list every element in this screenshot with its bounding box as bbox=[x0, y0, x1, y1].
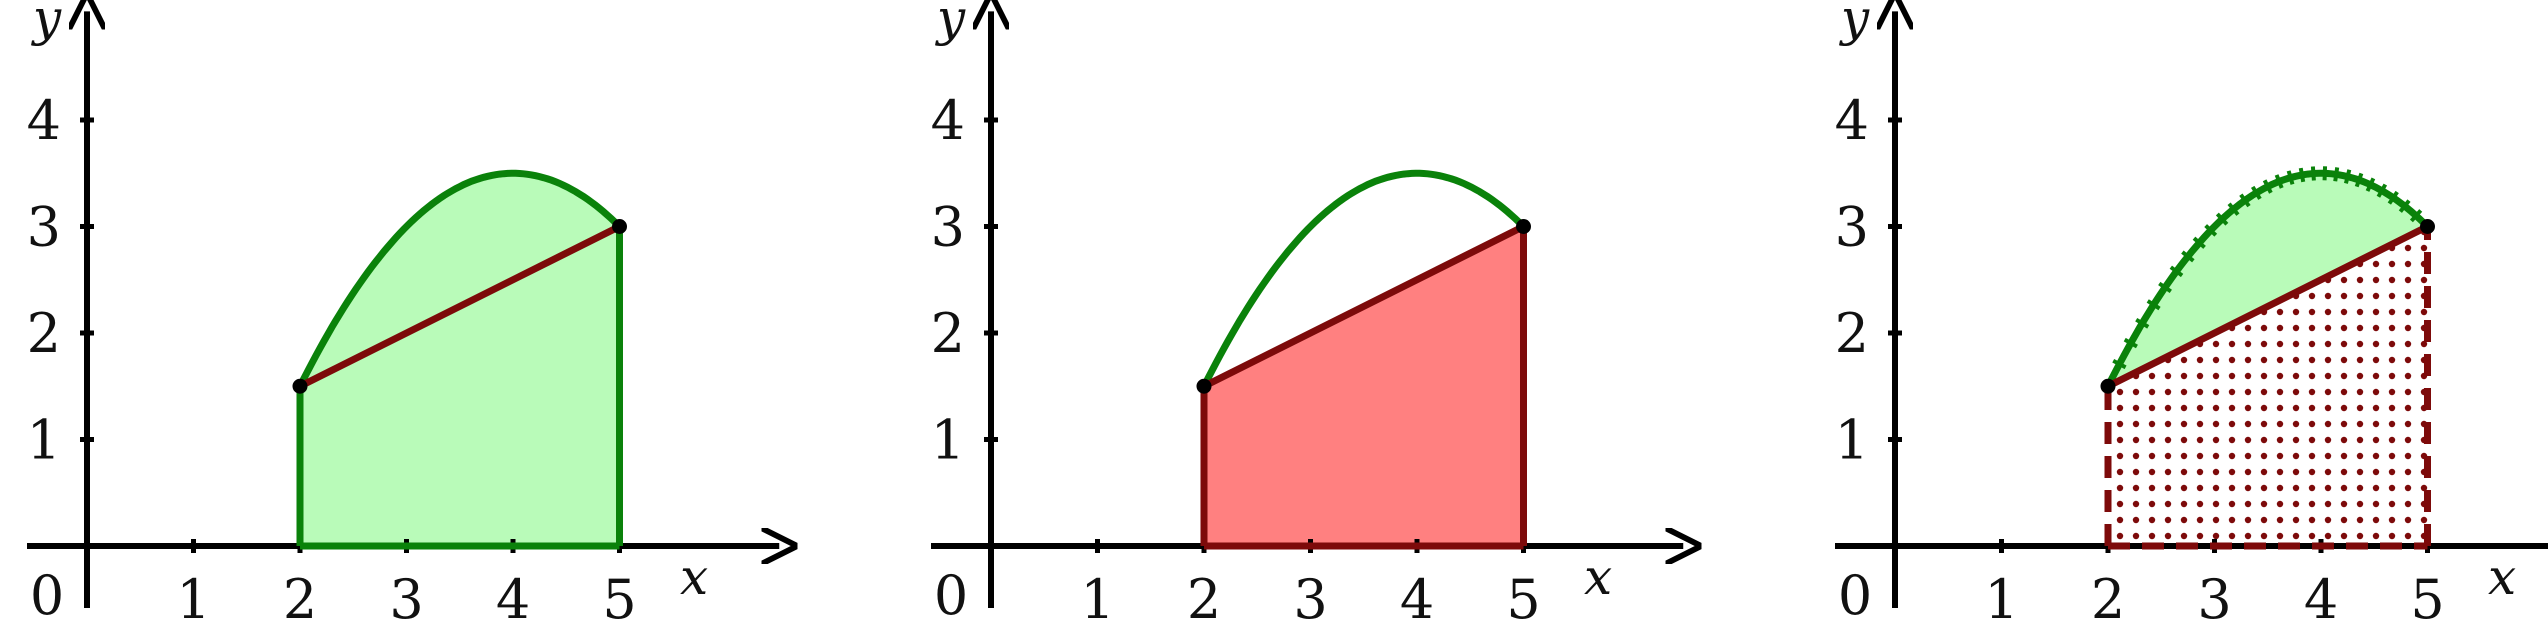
x-tick-label: 3 bbox=[1293, 568, 1327, 631]
panel-trapezoid-under-chord: 1 2 3 4 5 1 2 3 4 0 x y bbox=[931, 0, 1684, 631]
curve-hatch bbox=[2158, 281, 2172, 294]
y-tick-label: 1 bbox=[1835, 409, 1869, 472]
curve-hatch bbox=[2239, 193, 2251, 208]
curve-hatch bbox=[2310, 166, 2316, 181]
x-axis-label: x bbox=[1584, 548, 1612, 606]
chord-line bbox=[2104, 223, 2431, 390]
curve-hatch bbox=[2250, 185, 2262, 200]
x-tick-label: 1 bbox=[1080, 568, 1114, 631]
y-tick-label: 2 bbox=[27, 302, 61, 365]
endpoint-dot bbox=[1516, 219, 1531, 234]
endpoint-dot bbox=[1196, 378, 1212, 394]
x-tick-label: 1 bbox=[176, 568, 210, 631]
x-tick-label: 5 bbox=[1506, 568, 1540, 631]
trapezoid-fill bbox=[1204, 226, 1524, 546]
curve bbox=[1200, 169, 1527, 390]
curve-hatch bbox=[2343, 169, 2352, 184]
y-tick-label: 3 bbox=[1835, 196, 1869, 259]
curve-hatch bbox=[2123, 337, 2138, 349]
x-tick-label: 2 bbox=[1187, 568, 1221, 631]
x-tick-label: 4 bbox=[496, 568, 530, 631]
trapezoid-dotted-fill bbox=[2108, 226, 2428, 546]
curve-hatch bbox=[2215, 212, 2229, 226]
curve-hatch bbox=[2169, 265, 2184, 278]
x-tick-label: 1 bbox=[1984, 568, 2018, 631]
y-tick-label: 4 bbox=[27, 89, 61, 152]
y-tick-label: 4 bbox=[931, 89, 965, 152]
endpoint-dot bbox=[292, 378, 308, 394]
curve-hatch bbox=[2387, 190, 2399, 205]
y-axis-label: y bbox=[31, 0, 62, 47]
y-axis-label: y bbox=[935, 0, 966, 47]
x-axis-label: x bbox=[680, 548, 708, 606]
x-tick-label: 2 bbox=[283, 568, 317, 631]
y-tick-label: 1 bbox=[27, 409, 61, 472]
y-tick-label: 3 bbox=[27, 196, 61, 259]
panel-area-under-curve: 1 2 3 4 5 1 2 3 4 0 x y bbox=[27, 0, 780, 631]
x-tick-label: 3 bbox=[2197, 568, 2231, 631]
curve-hatch bbox=[2398, 199, 2411, 213]
endpoint-dot bbox=[2100, 378, 2116, 394]
endpoint-dot bbox=[2420, 219, 2435, 234]
curve-hatch bbox=[2354, 172, 2364, 188]
curve-hatch bbox=[2146, 299, 2161, 311]
curve-hatch bbox=[2204, 224, 2218, 237]
curve-hatch bbox=[2376, 183, 2388, 198]
y-tick-label: 2 bbox=[1835, 302, 1869, 365]
curve-hatch bbox=[2192, 236, 2206, 249]
curve-hatch bbox=[2298, 167, 2306, 183]
curve-hatch bbox=[2227, 202, 2240, 216]
x-tick-label: 3 bbox=[389, 568, 423, 631]
origin-label: 0 bbox=[934, 564, 968, 627]
curve-hatch bbox=[2409, 209, 2423, 223]
x-tick-label: 4 bbox=[1400, 568, 1434, 631]
x-tick-label: 2 bbox=[2091, 568, 2125, 631]
curve-hatch bbox=[2274, 174, 2284, 189]
y-tick-label: 3 bbox=[931, 196, 965, 259]
error-region-fill bbox=[2108, 173, 2428, 387]
y-tick-label: 2 bbox=[931, 302, 965, 365]
y-tick-label: 4 bbox=[1835, 89, 1869, 152]
chord-line bbox=[296, 223, 623, 390]
x-axis-label: x bbox=[2488, 548, 2516, 606]
curve-hatch bbox=[2181, 250, 2195, 263]
origin-label: 0 bbox=[1838, 564, 1872, 627]
curve-hatch bbox=[2365, 177, 2376, 192]
y-axis-label: y bbox=[1839, 0, 1870, 47]
curve-hatch bbox=[2262, 179, 2273, 194]
y-tick-label: 1 bbox=[931, 409, 965, 472]
endpoint-dot bbox=[612, 219, 627, 234]
curve-hatch bbox=[2112, 359, 2127, 370]
x-tick-label: 4 bbox=[2304, 568, 2338, 631]
x-tick-label: 5 bbox=[2410, 568, 2444, 631]
panel-error-region: 1 2 3 4 5 1 2 3 4 0 x y bbox=[1835, 0, 2548, 631]
chord-line bbox=[1200, 223, 1527, 390]
origin-label: 0 bbox=[30, 564, 64, 627]
curve bbox=[296, 169, 623, 390]
curve-hatch bbox=[2135, 317, 2150, 329]
curve-hatch bbox=[2333, 167, 2340, 182]
curve-hatch bbox=[2286, 170, 2295, 185]
x-tick-label: 5 bbox=[602, 568, 636, 631]
